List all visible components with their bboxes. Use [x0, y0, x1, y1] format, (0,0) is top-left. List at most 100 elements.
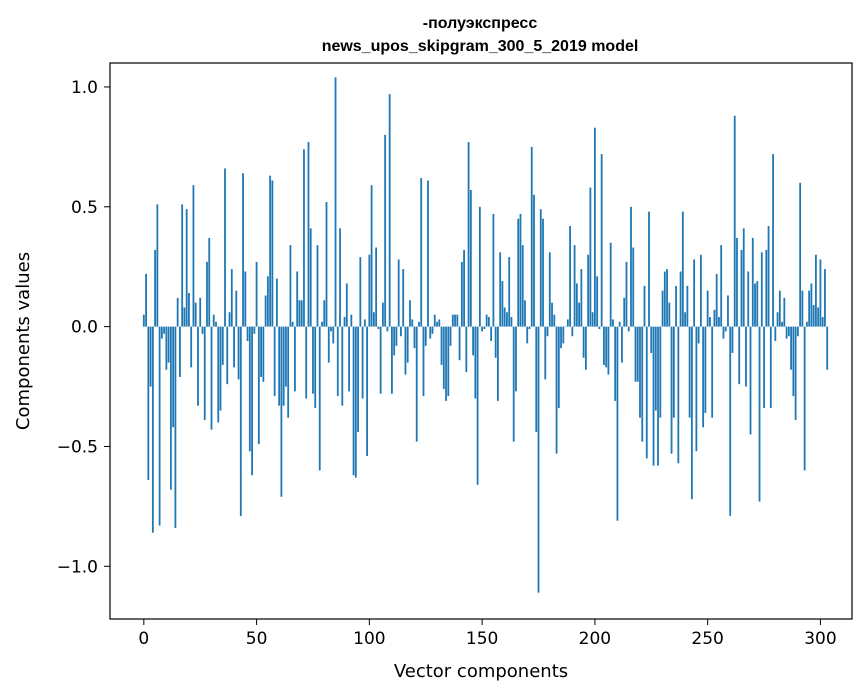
x-axis-label: Vector components [394, 661, 568, 682]
bar [294, 326, 296, 392]
y-axis-label: Components values [13, 252, 34, 430]
bar [715, 273, 718, 327]
bar [228, 312, 231, 327]
bar [686, 285, 689, 327]
bar [287, 326, 290, 418]
bar [395, 326, 398, 346]
bar [494, 326, 497, 358]
bar [754, 283, 756, 327]
bar [582, 326, 585, 358]
y-tick-label: 1.0 [71, 78, 98, 98]
bar [427, 180, 429, 327]
bar [372, 312, 375, 327]
bar [361, 326, 364, 399]
bar [275, 278, 278, 327]
bar [375, 247, 378, 327]
bar [201, 326, 204, 334]
bar [668, 302, 671, 327]
bar [745, 326, 747, 387]
bar [388, 94, 391, 327]
bar [497, 326, 499, 401]
bar [467, 142, 470, 327]
bar [555, 326, 558, 454]
bar [557, 326, 560, 409]
bar [350, 314, 353, 327]
bar [535, 326, 538, 433]
bar [424, 326, 427, 346]
bar [796, 326, 799, 337]
bar [429, 326, 432, 339]
bar [738, 326, 741, 385]
bar [722, 326, 725, 339]
bar [616, 326, 619, 521]
bar [357, 326, 359, 433]
bar [772, 154, 774, 327]
bar [185, 209, 188, 327]
bar [158, 326, 161, 526]
bar [815, 254, 817, 327]
bar [699, 254, 702, 327]
bar [706, 290, 709, 327]
bar [733, 115, 736, 327]
bar [332, 326, 335, 344]
bar [657, 326, 659, 466]
bar [803, 326, 806, 471]
bar [792, 326, 795, 397]
bar [266, 276, 269, 327]
bar [654, 326, 657, 411]
bar [774, 326, 777, 341]
bar [273, 326, 276, 397]
bar [368, 254, 371, 327]
bar [670, 326, 673, 454]
bar [584, 326, 587, 370]
bar [345, 283, 348, 327]
bar [727, 295, 729, 327]
bar [370, 185, 373, 327]
bar [598, 326, 601, 330]
bar [724, 326, 727, 332]
bar [709, 317, 711, 327]
bar [485, 314, 488, 327]
bar [451, 314, 454, 327]
bar [172, 326, 175, 428]
bar [551, 302, 553, 327]
bar [169, 326, 172, 490]
bar [537, 326, 540, 593]
bar [386, 326, 389, 332]
bar [404, 326, 407, 375]
bar [318, 326, 321, 471]
bar [526, 326, 529, 344]
bar [179, 326, 181, 377]
x-tick-label: 50 [246, 629, 268, 649]
y-axis-ticks: 1.0 0.5 0.0 −0.5 −1.0 [57, 78, 110, 577]
bar [197, 326, 199, 406]
bar [702, 326, 705, 428]
y-tick-label: 0.0 [71, 318, 98, 338]
bar [731, 326, 734, 353]
bar [720, 245, 723, 327]
bar [354, 326, 357, 478]
bar [212, 314, 215, 327]
bar [524, 300, 526, 327]
bar [359, 257, 362, 327]
bar [591, 312, 594, 327]
bar [704, 326, 707, 413]
bar [235, 290, 238, 327]
bar [327, 326, 330, 363]
bar [248, 326, 251, 452]
bar [282, 326, 285, 406]
x-tick-label: 300 [804, 629, 836, 649]
bar [219, 326, 222, 411]
bar [603, 326, 605, 365]
bar [596, 276, 599, 327]
bar [663, 271, 666, 327]
bar [751, 237, 754, 327]
x-tick-label: 250 [691, 629, 723, 649]
bar [456, 314, 459, 327]
x-axis-ticks: 0 50 100 150 200 250 300 [138, 619, 837, 649]
bar [476, 326, 479, 485]
bar [781, 321, 783, 327]
bar [749, 326, 752, 435]
bar [208, 237, 211, 327]
bar [415, 326, 418, 442]
